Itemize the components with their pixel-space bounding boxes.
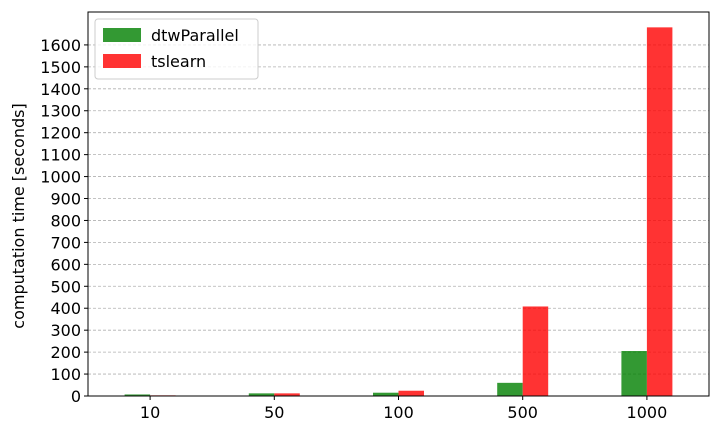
- axes: [84, 11, 710, 400]
- legend-swatch: [103, 28, 141, 42]
- bar-tslearn-100: [398, 390, 424, 396]
- gridlines: [88, 44, 709, 397]
- legend-label: dtwParallel: [151, 26, 239, 45]
- y-tick-label: 1300: [40, 102, 81, 121]
- bar-dtwparallel-100: [373, 392, 399, 396]
- y-tick-label: 400: [50, 299, 81, 318]
- x-tick-label: 50: [264, 403, 284, 422]
- bar-dtwparallel-50: [248, 393, 275, 396]
- y-tick-label: 1100: [40, 146, 81, 165]
- bars: [124, 27, 673, 397]
- plot-frame: [87, 11, 710, 397]
- legend-label: tslearn: [151, 52, 206, 71]
- bar-tslearn-50: [274, 393, 300, 396]
- bar-dtwparallel-1000: [621, 351, 647, 396]
- y-tick-label: 200: [50, 343, 81, 362]
- y-tick-label: 600: [50, 255, 81, 274]
- y-tick-label: 1500: [40, 58, 81, 77]
- tick-labels: 0 100 200 300 400 500 600 700 800 900 1000 1100 1200…: [40, 36, 667, 422]
- y-tick-label: 1200: [40, 124, 81, 143]
- bar-dtwparallel-10: [124, 394, 151, 396]
- bar-tslearn-500: [522, 306, 549, 396]
- legend: dtwParallel tslearn: [94, 18, 259, 80]
- y-tick-label: 500: [50, 277, 81, 296]
- bar-tslearn-1000: [646, 27, 673, 397]
- y-tick-label: 800: [50, 211, 81, 230]
- y-axis-label: computation time [seconds]: [9, 103, 28, 328]
- y-tick-label: 1000: [40, 168, 81, 187]
- y-tick-label: 1400: [40, 80, 81, 99]
- x-tick-label: 1000: [627, 403, 668, 422]
- x-tick-label: 500: [507, 403, 538, 422]
- x-tick-label: 100: [383, 403, 414, 422]
- y-tick-label: 900: [50, 190, 81, 209]
- y-tick-label: 700: [50, 233, 81, 252]
- y-tick-label: 300: [50, 321, 81, 340]
- y-tick-label: 1600: [40, 36, 81, 55]
- y-tick-label: 0: [71, 387, 81, 406]
- legend-swatch: [103, 54, 141, 68]
- x-tick-label: 10: [140, 403, 160, 422]
- y-tick-label: 100: [50, 365, 81, 384]
- bar-dtwparallel-500: [497, 382, 523, 396]
